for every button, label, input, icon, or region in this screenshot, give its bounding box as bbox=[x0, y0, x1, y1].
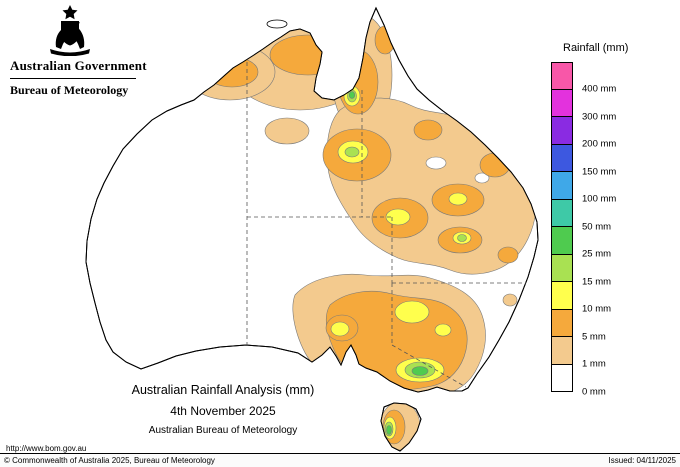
coat-of-arms-icon bbox=[50, 5, 90, 56]
issued-text: Issued: 04/11/2025 bbox=[608, 456, 676, 465]
map-caption: Australian Rainfall Analysis (mm) 4th No… bbox=[92, 383, 354, 436]
legend-label: 400 mm bbox=[582, 83, 617, 95]
legend-label: 1 mm bbox=[582, 358, 606, 370]
footer-bar: © Commonwealth of Australia 2025, Bureau… bbox=[0, 453, 680, 467]
legend-row: 5 mm bbox=[551, 309, 676, 341]
caption-title: Australian Rainfall Analysis (mm) bbox=[131, 383, 315, 397]
bureau-title: Bureau of Meteorology bbox=[10, 83, 129, 97]
legend-swatch bbox=[551, 199, 573, 227]
caption-date: 4th November 2025 bbox=[170, 404, 276, 418]
legend-row: 10 mm bbox=[551, 282, 676, 313]
legend-swatch bbox=[551, 62, 573, 90]
legend-swatch bbox=[551, 254, 573, 282]
legend-row: 200 mm bbox=[551, 117, 676, 148]
legend-swatch bbox=[551, 144, 573, 172]
caption-org: Australian Bureau of Meteorology bbox=[148, 425, 298, 436]
legend-label: 15 mm bbox=[582, 275, 612, 287]
legend-row: 300 mm bbox=[551, 89, 676, 121]
legend-row: 0 mm bbox=[551, 364, 676, 396]
legend-swatch bbox=[551, 337, 573, 365]
legend-label: 300 mm bbox=[582, 110, 617, 122]
legend-row: 100 mm bbox=[551, 172, 676, 203]
copyright-text: © Commonwealth of Australia 2025, Bureau… bbox=[4, 456, 215, 465]
legend-label: 50 mm bbox=[582, 220, 612, 232]
legend-label: 150 mm bbox=[582, 165, 617, 177]
rain-layer-0mm-holes bbox=[425, 156, 490, 184]
legend-swatch bbox=[551, 364, 573, 392]
legend-row: 400 mm bbox=[551, 62, 676, 93]
bom-url: http://www.bom.gov.au bbox=[6, 444, 87, 453]
legend-row: 25 mm bbox=[551, 227, 676, 258]
legend-swatch bbox=[551, 172, 573, 200]
legend-swatch bbox=[551, 309, 573, 337]
header: Australian Government Bureau of Meteorol… bbox=[10, 4, 160, 98]
government-title: Australian Government bbox=[10, 58, 147, 73]
legend-swatch bbox=[551, 117, 573, 145]
legend-row: 150 mm bbox=[551, 144, 676, 176]
legend-label: 25 mm bbox=[582, 248, 612, 260]
legend-label: 100 mm bbox=[582, 193, 617, 205]
legend-label: 0 mm bbox=[582, 385, 606, 397]
legend-scale: 400 mm 300 mm 200 mm 150 mm 100 mm 50 mm… bbox=[551, 62, 676, 396]
legend-row: 50 mm bbox=[551, 199, 676, 231]
legend-row: 15 mm bbox=[551, 254, 676, 286]
legend-swatch bbox=[551, 89, 573, 117]
legend-label: 5 mm bbox=[582, 330, 606, 342]
melville-island bbox=[266, 19, 288, 29]
rain-layer-25mm bbox=[348, 91, 429, 376]
rainfall-layers-mainland bbox=[184, 13, 537, 392]
legend-label: 10 mm bbox=[582, 303, 612, 315]
state-borders bbox=[246, 62, 526, 388]
legend-swatch bbox=[551, 282, 573, 310]
legend-title: Rainfall (mm) bbox=[563, 42, 629, 54]
legend-swatch bbox=[551, 227, 573, 255]
legend-row: 1 mm bbox=[551, 337, 676, 368]
header-divider bbox=[10, 78, 136, 79]
legend-label: 200 mm bbox=[582, 138, 617, 150]
rainfall-legend: Rainfall (mm) 400 mm 300 mm 200 mm 150 m… bbox=[551, 42, 676, 396]
rainfall-layers-tasmania bbox=[381, 403, 421, 451]
coastline bbox=[85, 6, 539, 452]
